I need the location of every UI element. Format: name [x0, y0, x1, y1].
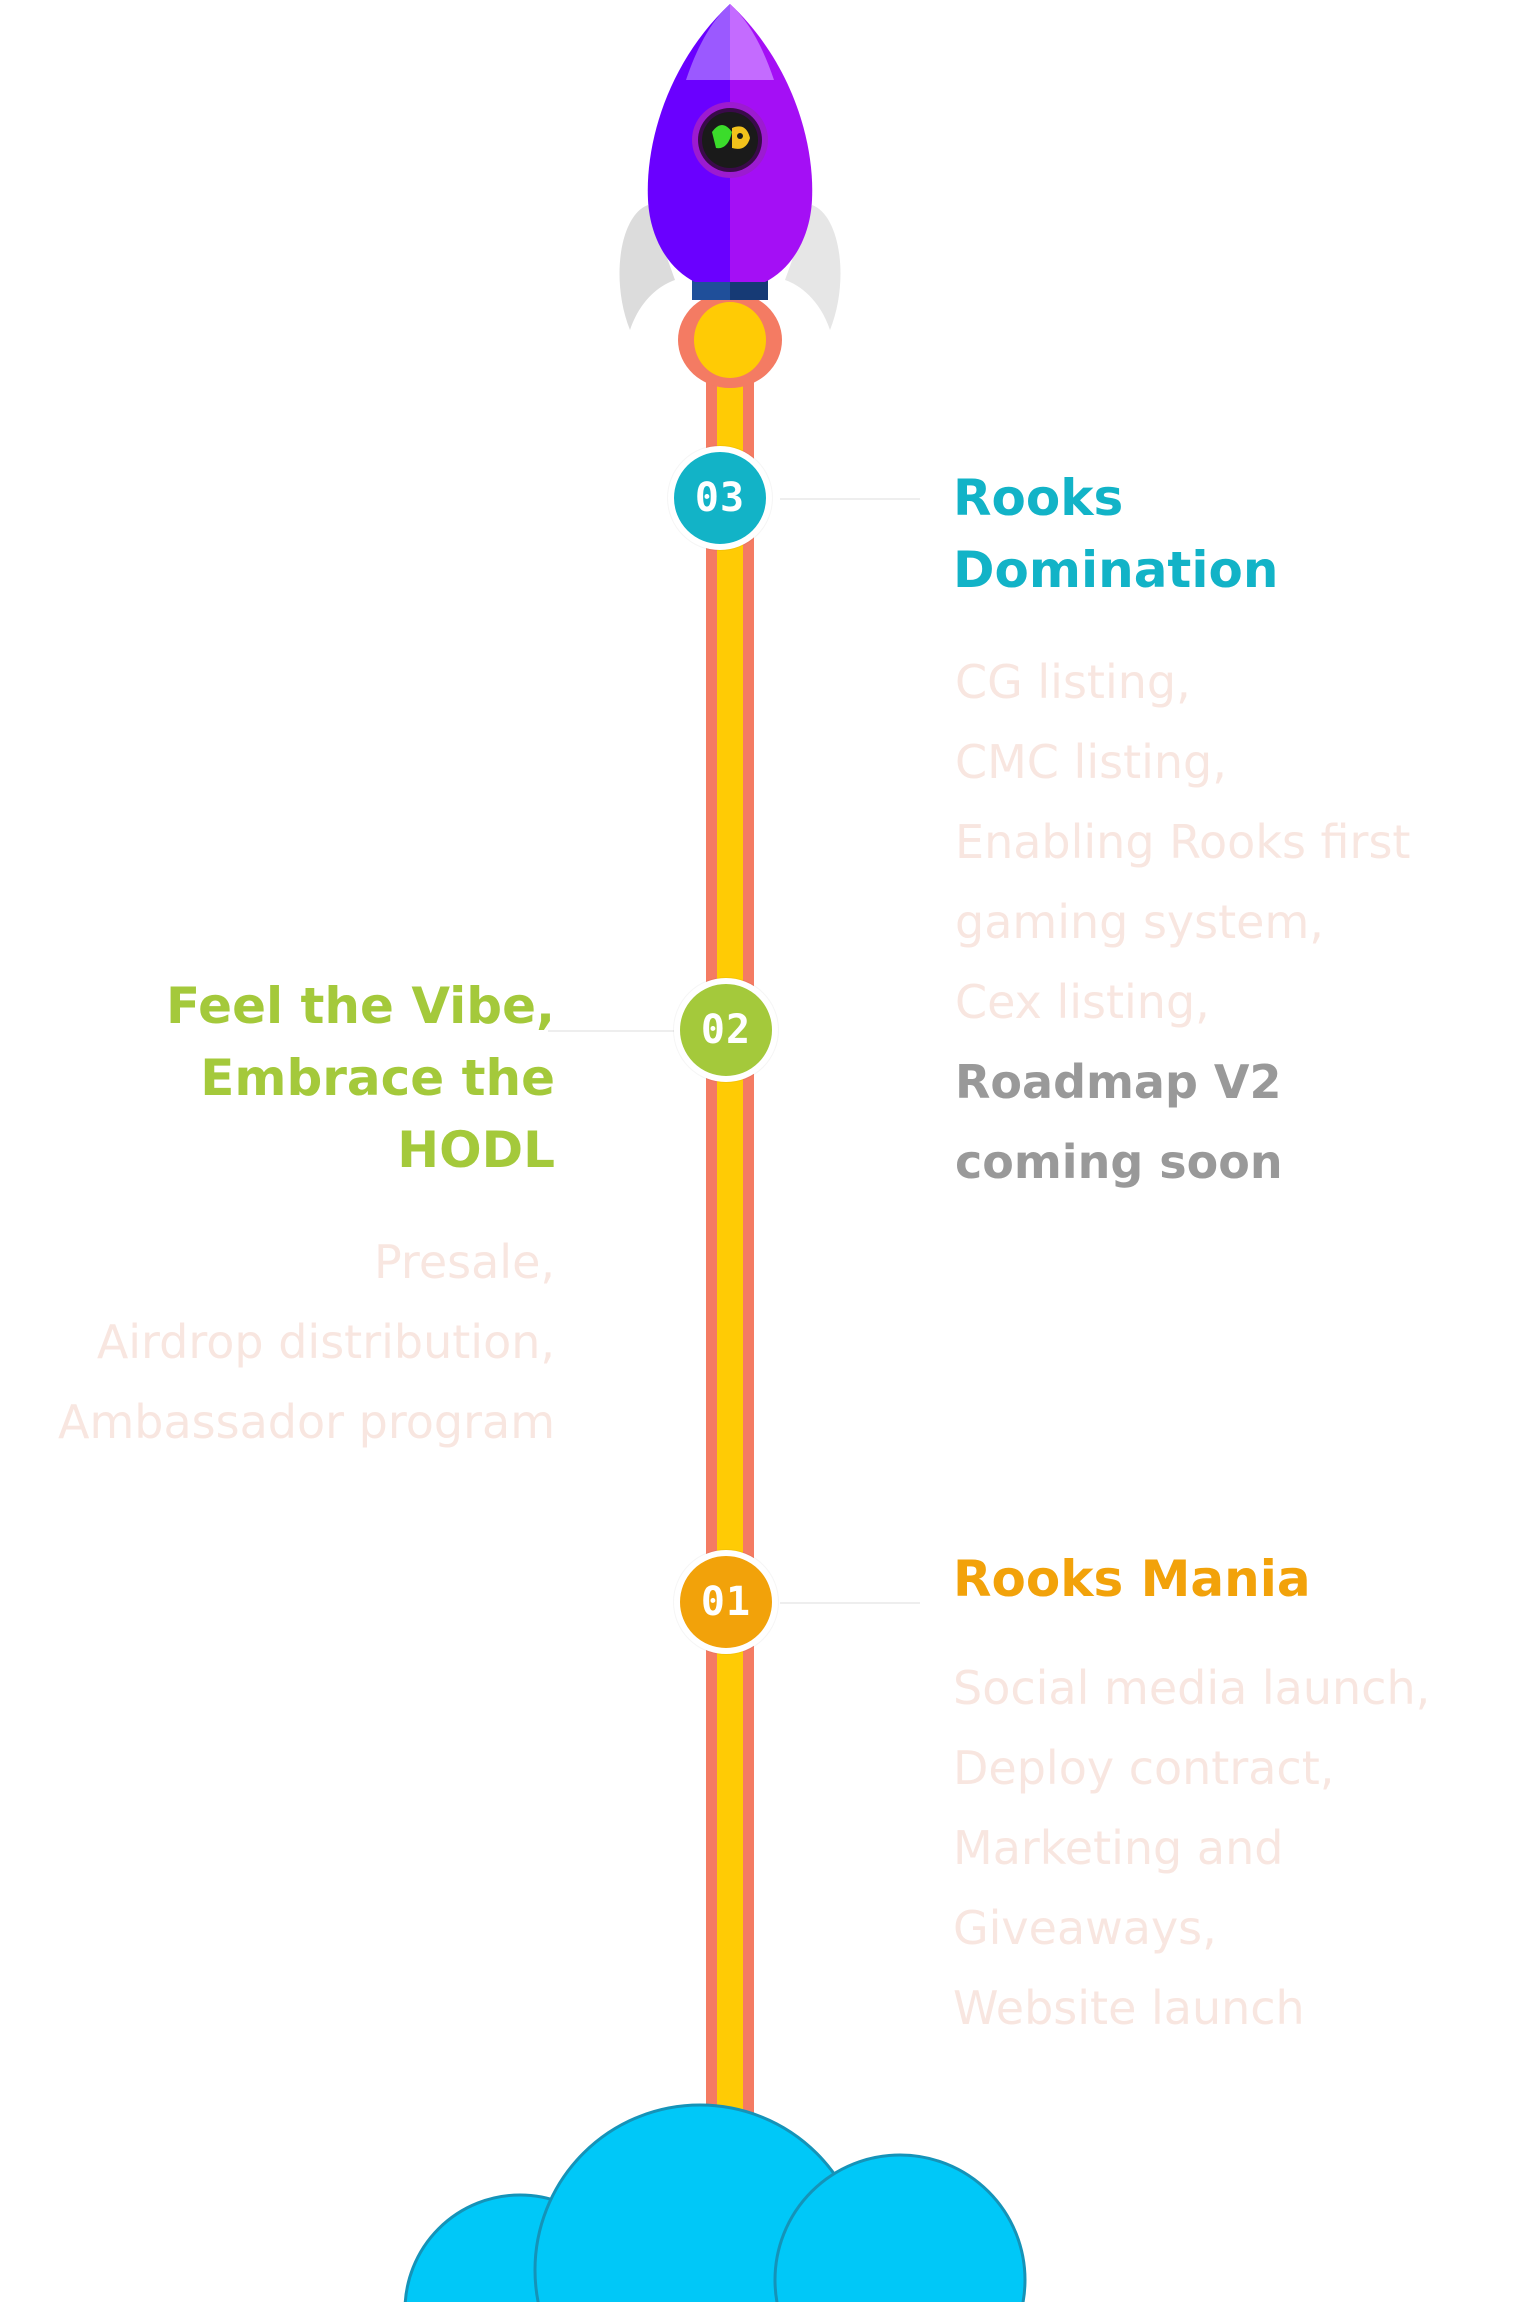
list-item: Giveaways, [953, 1901, 1217, 1955]
list-item: Marketing and [953, 1821, 1284, 1875]
list-item: Deploy contract, [953, 1741, 1335, 1795]
rocket-icon [619, 4, 841, 388]
phase-title-line: Domination [953, 541, 1279, 599]
list-item: CG listing, [955, 655, 1191, 709]
list-item: CMC listing, [955, 735, 1227, 789]
list-item: Ambassador program [57, 1395, 555, 1449]
list-item: Enabling Rooks first [955, 815, 1411, 869]
list-item: Presale, [374, 1235, 555, 1289]
phase-02-items: Presale, Airdrop distribution, Ambassado… [0, 1222, 555, 1462]
rocket-trail-inner [717, 300, 743, 2150]
phase-title-line: Rooks Mania [953, 1550, 1311, 1608]
milestone-badge-02: 02 [674, 978, 778, 1082]
list-item-highlight: coming soon [955, 1135, 1283, 1189]
phase-title-line: Embrace the [200, 1049, 555, 1107]
milestone-badge-03: 03 [668, 446, 772, 550]
list-item: Cex listing, [955, 975, 1210, 1029]
milestone-number: 03 [694, 475, 746, 521]
connector-line-02 [548, 1030, 674, 1032]
list-item: gaming system, [955, 895, 1324, 949]
list-item: Social media launch, [953, 1661, 1431, 1715]
connector-line-03 [780, 498, 920, 500]
milestone-number: 02 [700, 1007, 752, 1053]
cloud-icon [403, 2103, 1027, 2302]
phase-03-items: CG listing, CMC listing, Enabling Rooks … [955, 642, 1410, 1202]
phase-title-line: HODL [397, 1121, 555, 1179]
list-item: Airdrop distribution, [96, 1315, 555, 1369]
phase-01-block: Rooks Mania [953, 1543, 1311, 1615]
phase-01-items: Social media launch, Deploy contract, Ma… [953, 1648, 1430, 2048]
phase-title-line: Rooks [953, 469, 1124, 527]
phase-02-block: Feel the Vibe, Embrace the HODL [30, 970, 555, 1186]
phase-title-line: Feel the Vibe, [166, 977, 555, 1035]
list-item: Website launch [953, 1981, 1305, 2035]
milestone-badge-01: 01 [674, 1550, 778, 1654]
phase-03-block: Rooks Domination [953, 462, 1278, 606]
milestone-number: 01 [700, 1579, 752, 1625]
list-item-highlight: Roadmap V2 [955, 1055, 1282, 1109]
connector-line-01 [780, 1602, 920, 1604]
